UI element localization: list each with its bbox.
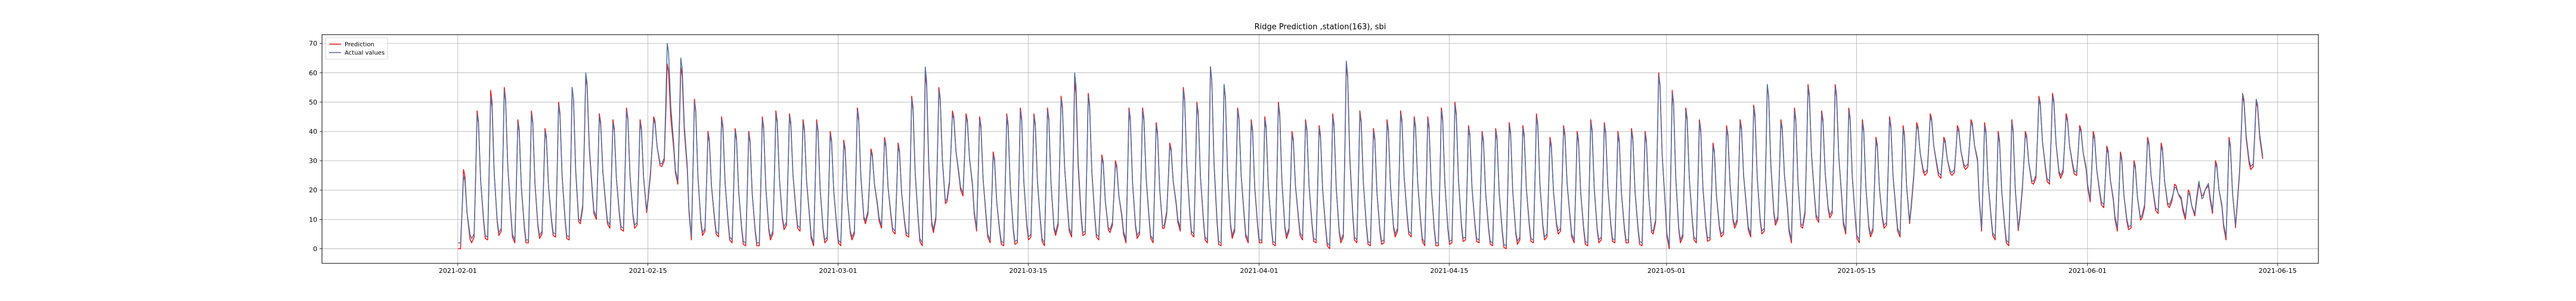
y-tick-label: 60 (309, 69, 317, 77)
legend-box (325, 37, 388, 60)
chart-title: Ridge Prediction ,station(163), sbi (1255, 23, 1386, 32)
tick-layer: 2021-02-01 2021-02-15 2021-03-01 2021-03-15… (309, 40, 2297, 275)
x-tick-label: 2021-06-01 (2069, 267, 2107, 275)
grid-layer (322, 35, 2318, 263)
y-tick-label: 20 (309, 186, 317, 194)
x-tick-label: 2021-06-15 (2259, 267, 2297, 275)
x-tick-label: 2021-03-01 (819, 267, 857, 275)
legend-label: Prediction (345, 42, 374, 48)
y-tick-label: 0 (313, 245, 317, 253)
legend-label: Actual values (345, 50, 385, 57)
legend: Prediction Actual values (325, 37, 388, 60)
series-layer (458, 42, 2264, 250)
y-tick-label: 70 (309, 40, 317, 48)
x-tick-label: 2021-02-15 (629, 267, 667, 275)
x-tick-label: 2021-02-01 (439, 267, 477, 275)
y-tick-label: 50 (309, 99, 317, 106)
y-tick-label: 30 (309, 157, 317, 165)
y-tick-label: 10 (309, 216, 317, 223)
x-tick-label: 2021-03-15 (1009, 267, 1047, 275)
series-line (458, 42, 2264, 247)
x-tick-label: 2021-05-01 (1648, 267, 1686, 275)
plot-frame (321, 34, 2319, 264)
y-tick-label: 40 (309, 128, 317, 136)
x-tick-label: 2021-04-01 (1240, 267, 1278, 275)
x-tick-label: 2021-05-15 (1838, 267, 1876, 275)
x-tick-label: 2021-04-15 (1430, 267, 1468, 275)
